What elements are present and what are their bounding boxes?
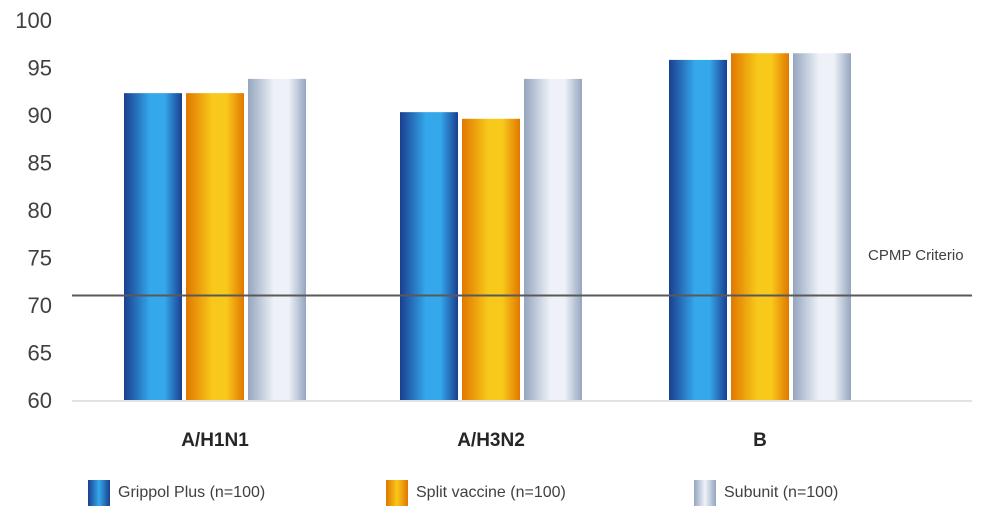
y-tick-label-70: 70 xyxy=(28,293,52,318)
bar-a-h3n2-subunit xyxy=(524,78,582,401)
y-tick-label-100: 100 xyxy=(15,8,52,33)
y-tick-label-60: 60 xyxy=(28,388,52,413)
y-tick-label-85: 85 xyxy=(28,151,52,176)
bars xyxy=(124,53,851,401)
legend-item-grippol-plus: Grippol Plus (n=100) xyxy=(88,478,265,508)
legend-swatch-grippol-plus xyxy=(88,480,110,506)
y-axis-ticks: 60 65 70 75 80 85 90 95 100 xyxy=(15,8,52,413)
category-label-a-h3n2: A/H3N2 xyxy=(457,430,525,451)
category-label-a-h1n1: A/H1N1 xyxy=(181,430,249,451)
legend-label-split-vaccine: Split vaccine (n=100) xyxy=(416,484,566,501)
y-tick-label-95: 95 xyxy=(28,56,52,81)
bar-a-h3n2-grippol-plus xyxy=(400,112,458,401)
y-tick-label-80: 80 xyxy=(28,198,52,223)
bar-b-subunit xyxy=(793,53,851,400)
bar-a-h1n1-grippol-plus xyxy=(124,93,182,401)
bar-a-h3n2-split-vaccine xyxy=(462,118,520,401)
legend-swatch-split-vaccine xyxy=(386,480,408,506)
legend-label-subunit: Subunit (n=100) xyxy=(724,484,839,501)
bar-a-h1n1-split-vaccine xyxy=(186,93,244,401)
legend: Grippol Plus (n=100) Split vaccine (n=10… xyxy=(88,478,968,508)
bar-b-split-vaccine xyxy=(731,53,789,400)
bar-b-grippol-plus xyxy=(669,59,727,401)
y-tick-label-75: 75 xyxy=(28,246,52,271)
bar-chart: 60 65 70 75 80 85 90 95 100 CPMP Criterio A/H1N1… xyxy=(15,8,972,451)
category-label-b: B xyxy=(753,430,767,451)
legend-item-subunit: Subunit (n=100) xyxy=(694,478,838,508)
legend-label-grippol-plus: Grippol Plus (n=100) xyxy=(118,484,266,501)
category-labels: A/H1N1 A/H3N2 B xyxy=(181,430,767,451)
y-tick-label-65: 65 xyxy=(28,341,52,366)
y-tick-label-90: 90 xyxy=(28,103,52,128)
legend-swatch-subunit xyxy=(694,480,716,506)
legend-item-split-vaccine: Split vaccine (n=100) xyxy=(386,478,566,508)
cpmp-criterion-label: CPMP Criterio xyxy=(868,247,964,264)
bar-a-h1n1-subunit xyxy=(248,78,306,401)
